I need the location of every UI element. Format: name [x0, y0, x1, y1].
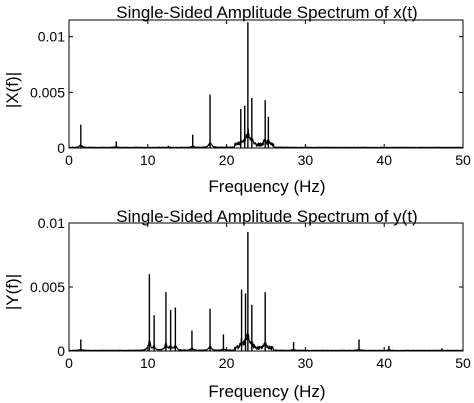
y-tick-label: 0.005 [30, 84, 65, 100]
spectrum-trace [68, 330, 464, 352]
x-axis-label: Frequency (Hz) [208, 382, 325, 401]
y-tick-label: 0 [57, 343, 65, 359]
x-tick-label: 50 [455, 355, 471, 371]
chart-title: Single-Sided Amplitude Spectrum of y(t) [116, 207, 417, 226]
x-tick-label: 0 [65, 152, 73, 168]
x-tick-label: 20 [219, 152, 235, 168]
y-axis-label: |Y(f)| [3, 274, 22, 310]
y-tick-label: 0.01 [38, 29, 65, 45]
x-tick-label: 20 [219, 355, 235, 371]
x-tick-label: 40 [376, 152, 392, 168]
x-tick-label: 30 [298, 355, 314, 371]
spectrum-trace [68, 128, 464, 149]
y-axis-label: |X(f)| [3, 72, 22, 108]
chart-title: Single-Sided Amplitude Spectrum of x(t) [116, 3, 417, 22]
y-tick-label: 0.005 [30, 279, 65, 295]
x-tick-label: 50 [455, 152, 471, 168]
axes-frame [68, 222, 464, 352]
x-axis-label: Frequency (Hz) [208, 177, 325, 196]
plot-area: 0 10 20 30 40 50 0 0.005 0.01 [30, 215, 471, 371]
plot-area: 0 10 20 30 40 50 0 0.005 0.01 [30, 20, 471, 168]
x-tick-label: 30 [298, 152, 314, 168]
axes-frame [68, 19, 464, 149]
x-tick-label: 10 [140, 152, 156, 168]
chart-x-spectrum: Single-Sided Amplitude Spectrum of x(t) … [3, 3, 471, 196]
y-tick-label: 0 [57, 140, 65, 156]
y-tick-label: 0.01 [38, 215, 65, 231]
chart-y-spectrum: Single-Sided Amplitude Spectrum of y(t) … [3, 207, 471, 401]
x-tick-label: 0 [65, 355, 73, 371]
x-tick-label: 40 [376, 355, 392, 371]
x-tick-label: 10 [140, 355, 156, 371]
